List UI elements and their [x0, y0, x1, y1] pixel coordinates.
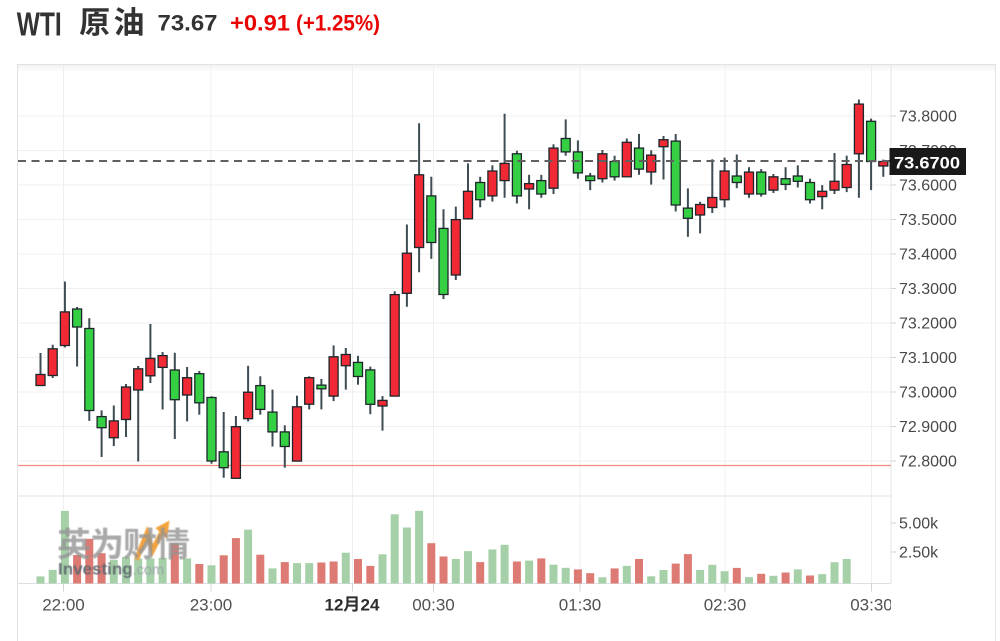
- svg-text:73.0000: 73.0000: [899, 385, 957, 402]
- svg-text:24: 24: [361, 596, 380, 615]
- svg-text:00:30: 00:30: [412, 596, 455, 615]
- svg-text:73.3000: 73.3000: [899, 281, 957, 298]
- svg-text:73.6000: 73.6000: [899, 178, 957, 195]
- svg-text:2.50k: 2.50k: [899, 545, 939, 562]
- svg-text:23:00: 23:00: [190, 596, 233, 615]
- svg-text:73.5000: 73.5000: [899, 212, 957, 229]
- svg-text:12: 12: [325, 596, 344, 615]
- svg-text:73.67: 73.67: [158, 11, 218, 36]
- svg-text:73.6700: 73.6700: [894, 155, 960, 173]
- svg-text:5.00k: 5.00k: [899, 516, 939, 533]
- svg-text:+0.91: +0.91: [230, 11, 290, 36]
- svg-text:73.1000: 73.1000: [899, 350, 957, 367]
- svg-text:Investing.com: Investing.com: [58, 560, 164, 579]
- svg-text:72.8000: 72.8000: [899, 454, 957, 471]
- svg-text:73.2000: 73.2000: [899, 316, 957, 333]
- svg-text:03:30: 03:30: [850, 596, 893, 615]
- svg-text:22:00: 22:00: [42, 596, 85, 615]
- svg-text:(+1.25%): (+1.25%): [296, 11, 380, 36]
- svg-text:02:30: 02:30: [704, 596, 747, 615]
- svg-text:01:30: 01:30: [559, 596, 602, 615]
- svg-text:WTI: WTI: [17, 5, 62, 42]
- svg-text:73.8000: 73.8000: [899, 109, 957, 126]
- svg-text:72.9000: 72.9000: [899, 419, 957, 436]
- svg-text:73.4000: 73.4000: [899, 247, 957, 264]
